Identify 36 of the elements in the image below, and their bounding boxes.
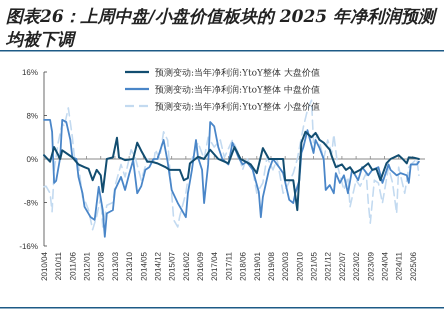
x-tick-label: 2014/05 <box>139 251 148 281</box>
x-tick-label: 2020/10 <box>295 251 304 281</box>
x-tick-label: 2025/06 <box>408 251 418 281</box>
x-tick-label: 2015/07 <box>168 251 177 281</box>
x-tick-label: 2012/08 <box>96 251 106 281</box>
x-tick-label: 2024/11 <box>394 251 404 280</box>
x-tick-label: 2021/05 <box>310 251 319 281</box>
x-tick-label: 2010/11 <box>54 251 64 280</box>
x-tick-label: 2012/01 <box>82 251 92 281</box>
x-tick-label: 2011/06 <box>68 251 78 280</box>
x-tick-label: 2022/07 <box>338 251 347 281</box>
y-tick-label: 0% <box>26 155 38 164</box>
x-tick-label: 2024/04 <box>380 251 390 281</box>
x-tick-label: 2019/08 <box>266 251 276 281</box>
x-tick-label: 2017/04 <box>210 251 220 281</box>
x-tick-label: 2013/10 <box>125 251 134 281</box>
x-tick-label: 2018/06 <box>238 251 248 281</box>
x-tick-label: 2013/03 <box>110 251 120 281</box>
y-tick-label: -16% <box>19 242 38 251</box>
x-tick-label: 2023/09 <box>366 251 376 281</box>
x-tick-label: 2021/12 <box>324 251 333 281</box>
x-tick-label: 2020/03 <box>281 251 290 281</box>
legend-label: 预测变动:当年净利润:YtoY整体 小盘价值 <box>155 102 320 112</box>
y-tick-label: 16% <box>22 68 38 77</box>
x-tick-label: 2017/11 <box>224 251 234 280</box>
y-tick-label: 8% <box>26 112 38 120</box>
x-tick-label: 2019/01 <box>252 251 262 281</box>
x-tick-label: 2016/09 <box>196 251 206 281</box>
chart-title: 图表26：上周中盘/小盘价值板块的 2025 年净利润预测均被下调 <box>5 7 438 50</box>
x-tick-label: 2023/02 <box>352 251 362 281</box>
x-tick-label: 2010/04 <box>40 251 49 281</box>
x-tick-label: 2014/12 <box>153 251 162 281</box>
legend-label: 预测变动:当年净利润:YtoY整体 中盘价值 <box>155 84 320 96</box>
y-tick-label: -8% <box>24 198 38 208</box>
x-tick-label: 2016/02 <box>182 251 191 281</box>
legend-label: 预测变动:当年净利润:YtoY整体 大盘价值 <box>155 68 320 78</box>
